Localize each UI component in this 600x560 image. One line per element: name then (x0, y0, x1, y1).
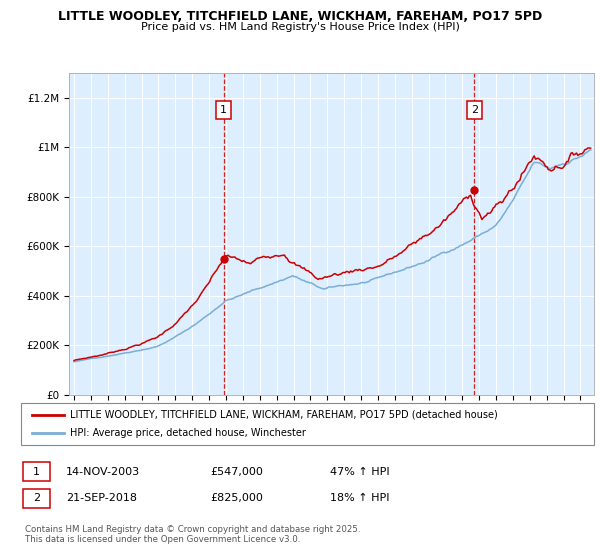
Text: 2: 2 (471, 105, 478, 115)
Text: 1: 1 (220, 105, 227, 115)
Text: LITTLE WOODLEY, TITCHFIELD LANE, WICKHAM, FAREHAM, PO17 5PD: LITTLE WOODLEY, TITCHFIELD LANE, WICKHAM… (58, 10, 542, 23)
Text: 2: 2 (33, 493, 40, 503)
Text: LITTLE WOODLEY, TITCHFIELD LANE, WICKHAM, FAREHAM, PO17 5PD (detached house): LITTLE WOODLEY, TITCHFIELD LANE, WICKHAM… (70, 410, 498, 420)
Text: 18% ↑ HPI: 18% ↑ HPI (330, 493, 389, 503)
Text: Contains HM Land Registry data © Crown copyright and database right 2025.
This d: Contains HM Land Registry data © Crown c… (25, 525, 361, 544)
Text: £825,000: £825,000 (210, 493, 263, 503)
Text: 14-NOV-2003: 14-NOV-2003 (66, 466, 140, 477)
Text: 1: 1 (33, 466, 40, 477)
Text: 47% ↑ HPI: 47% ↑ HPI (330, 466, 389, 477)
Text: Price paid vs. HM Land Registry's House Price Index (HPI): Price paid vs. HM Land Registry's House … (140, 22, 460, 32)
Text: HPI: Average price, detached house, Winchester: HPI: Average price, detached house, Winc… (70, 428, 306, 438)
Text: £547,000: £547,000 (210, 466, 263, 477)
Text: 21-SEP-2018: 21-SEP-2018 (66, 493, 137, 503)
